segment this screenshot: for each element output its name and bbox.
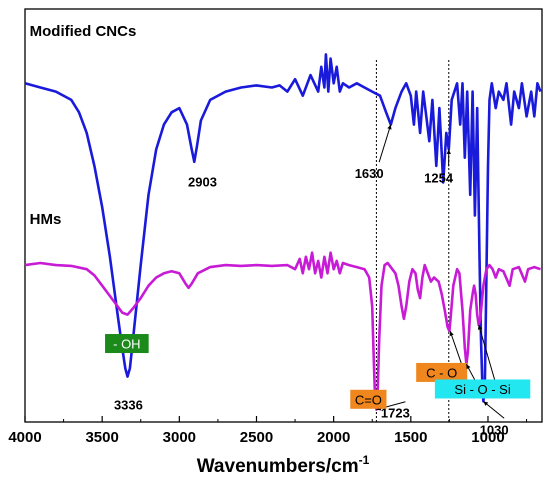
group-label-0: - OH — [113, 337, 140, 352]
x-axis: 4000 3500 3000 2500 2000 1500 1000 — [8, 416, 528, 446]
series-layer: Modified CNCs HMs — [24, 23, 542, 411]
group-label-1: C - O — [426, 365, 457, 380]
group-arrow-3-1-head — [477, 324, 483, 330]
peak-label-1254: 1254 — [424, 170, 454, 185]
peak-label-2903: 2903 — [188, 174, 217, 189]
peak-label-3336: 3336 — [114, 397, 143, 412]
series-label-1: HMs — [30, 211, 62, 228]
group-box-2 — [350, 389, 387, 409]
x-tick-label-2000: 2000 — [317, 429, 350, 446]
x-tick-label-1500: 1500 — [394, 429, 427, 446]
x-tick-label-4000: 4000 — [8, 429, 41, 446]
series-label-0: Modified CNCs — [30, 23, 137, 40]
x-tick-label-1000: 1000 — [471, 429, 504, 446]
peak-label-1630: 1630 — [355, 166, 384, 181]
peak-label-1030: 1030 — [480, 422, 509, 437]
plot-frame — [24, 8, 543, 423]
x-axis-label-text: Wavenumbers/cm — [197, 456, 359, 477]
x-axis-label-superscript: -1 — [359, 453, 370, 467]
group-box-0 — [105, 334, 149, 354]
group-arrow-1 — [449, 330, 462, 364]
series-line-modified-cncs — [24, 53, 542, 403]
annotation-arrow-1030-head — [483, 401, 489, 406]
series-line-hms — [24, 251, 541, 411]
annotation-arrow-1630 — [378, 124, 392, 163]
x-tick-label-2500: 2500 — [240, 429, 273, 446]
annotation-layer: 3336 2903 1630 1254 1030 1723 - OH C - O C=O Si -… — [105, 124, 531, 437]
group-box-3 — [434, 379, 531, 399]
group-label-3: Si - O - Si — [454, 382, 510, 397]
group-arrow-3-1 — [478, 324, 496, 380]
annotation-arrow-1630-head — [387, 124, 392, 130]
peak-label-1723: 1723 — [381, 406, 410, 421]
reference-lines — [375, 60, 450, 422]
group-arrow-1-head — [449, 331, 454, 337]
group-box-1 — [416, 362, 468, 382]
x-tick-label-3500: 3500 — [85, 429, 118, 446]
annotation-arrow-1254-head — [446, 149, 451, 154]
x-tick-label-3000: 3000 — [163, 429, 196, 446]
group-label-2: C=O — [355, 392, 382, 407]
group-arrow-3-0-head — [466, 364, 471, 370]
x-axis-label: Wavenumbers/cm-1 — [197, 453, 370, 477]
